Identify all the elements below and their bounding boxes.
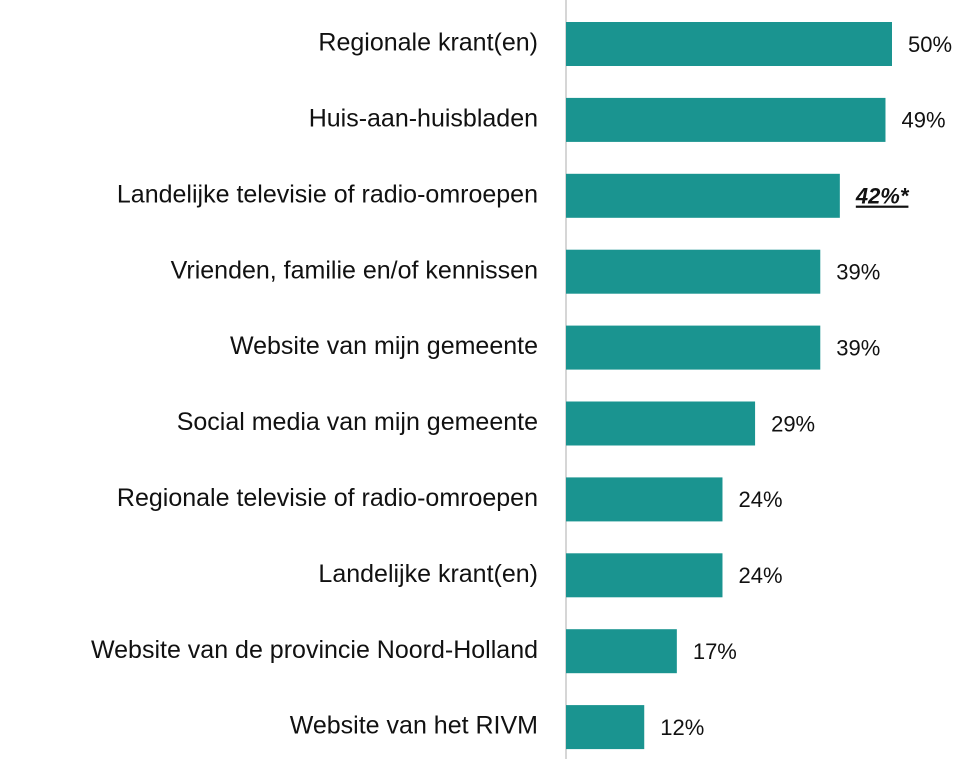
value-label: 12% (660, 715, 704, 740)
category-label: Website van het RIVM (290, 712, 538, 740)
category-label: Landelijke krant(en) (318, 560, 538, 588)
bar (566, 97, 886, 142)
bar (566, 705, 645, 750)
category-label: Website van mijn gemeente (230, 332, 538, 360)
value-label: 24% (738, 563, 782, 588)
bar (566, 22, 892, 66)
bar (566, 173, 840, 218)
value-label: 24% (738, 487, 782, 512)
bar (566, 325, 821, 370)
category-label: Huis-aan-huisbladen (309, 105, 538, 133)
bar (566, 477, 723, 522)
value-label: 42%* (855, 184, 910, 209)
value-label: 39% (836, 335, 880, 360)
category-label: Landelijke televisie of radio-omroepen (117, 180, 538, 208)
bar (566, 553, 723, 598)
value-label: 29% (771, 411, 815, 436)
category-label: Website van de provincie Noord-Holland (91, 636, 538, 664)
category-label: Regionale televisie of radio-omroepen (117, 484, 538, 512)
value-label: 39% (836, 260, 880, 285)
bar (566, 249, 821, 294)
bar (566, 401, 756, 446)
category-label: Vrienden, familie en/of kennissen (171, 256, 538, 284)
value-label: 50% (908, 32, 952, 57)
value-label: 49% (901, 108, 945, 133)
value-label: 17% (693, 639, 737, 664)
bar (566, 629, 677, 674)
category-label: Regionale krant(en) (318, 29, 538, 57)
category-label: Social media van mijn gemeente (177, 408, 538, 436)
